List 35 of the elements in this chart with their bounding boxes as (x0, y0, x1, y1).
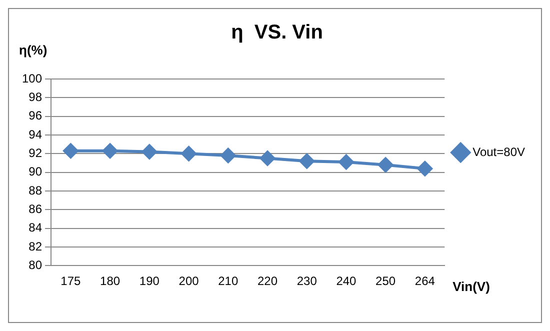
x-tick-label: 210 (218, 274, 238, 288)
x-tick-label: 190 (139, 274, 160, 288)
point (220, 148, 236, 164)
point (378, 157, 394, 172)
y-tick-label: 96 (28, 108, 42, 123)
point (299, 154, 314, 169)
x-tick-label: 240 (336, 274, 357, 288)
x-tick-label: 220 (257, 274, 278, 288)
x-axis-title: Vin(V) (452, 279, 490, 294)
point (102, 143, 118, 158)
point (417, 161, 432, 176)
x-tick-label: 230 (296, 274, 318, 288)
y-tick-label: 86 (28, 202, 42, 216)
point (338, 154, 354, 170)
x-tick-label: 200 (178, 274, 200, 288)
point (142, 144, 157, 160)
y-tick-label: 98 (28, 90, 42, 104)
chart-title: η VS. Vin (231, 22, 323, 44)
legend-label: Vout=80V (472, 144, 526, 159)
x-tick-label: 180 (100, 274, 120, 288)
y-tick-label: 94 (28, 127, 42, 142)
x-tick-label: 250 (376, 274, 396, 288)
y-tick-label: 88 (28, 183, 42, 198)
y-tick-label: 92 (28, 146, 42, 160)
y-tick-label: 84 (28, 220, 42, 235)
y-tick-label: 100 (22, 71, 42, 86)
point (260, 150, 275, 166)
point (181, 146, 196, 162)
point (63, 143, 78, 158)
x-tick-label: 175 (60, 274, 82, 288)
y-tick-label: 90 (28, 164, 42, 179)
y-axis-title: η(%) (19, 42, 48, 58)
y-tick-label: 80 (28, 258, 42, 272)
x-tick-label: 264 (414, 274, 436, 288)
y-tick-label: 82 (28, 239, 42, 254)
